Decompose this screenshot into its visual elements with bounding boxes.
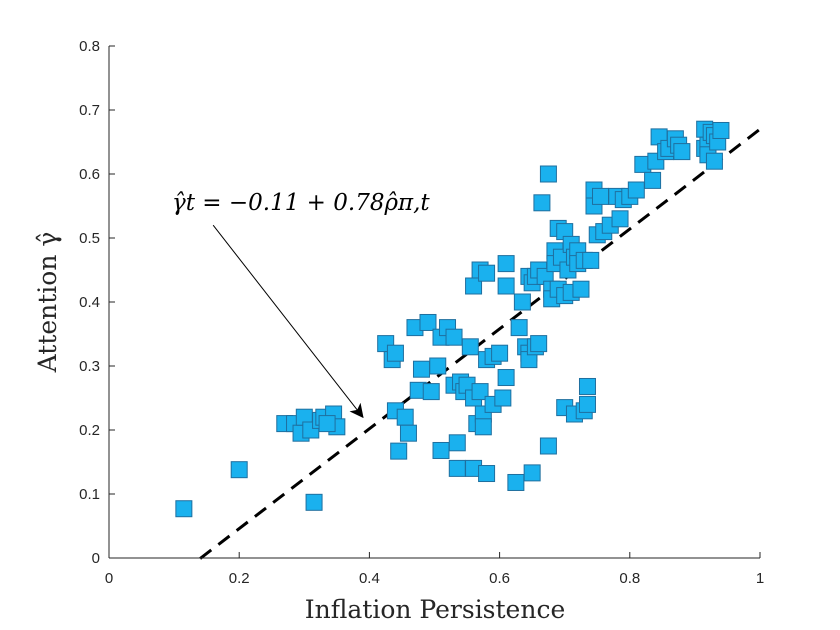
data-point xyxy=(494,389,512,407)
data-point xyxy=(429,357,447,375)
x-tick-label: 0.4 xyxy=(359,570,380,587)
data-point xyxy=(422,383,440,401)
y-tick-label: 0.4 xyxy=(79,294,100,311)
y-tick-label: 0.7 xyxy=(79,102,100,119)
data-point xyxy=(539,165,557,183)
data-point xyxy=(497,255,515,273)
annotation-arrow xyxy=(212,224,364,419)
data-point xyxy=(627,181,645,199)
data-point xyxy=(230,461,248,479)
data-point xyxy=(572,280,590,298)
data-point xyxy=(445,328,463,346)
data-point xyxy=(399,424,417,442)
data-point xyxy=(305,493,323,511)
data-point xyxy=(448,459,466,477)
data-point xyxy=(478,465,496,483)
data-point xyxy=(497,369,515,387)
y-tick-label: 0.2 xyxy=(79,422,100,439)
annotation-layer: γ̂t = −0.11 + 0.78ρ̂π,t xyxy=(172,190,430,419)
axes xyxy=(108,45,761,559)
data-point xyxy=(497,277,515,295)
data-point xyxy=(461,338,479,356)
data-point xyxy=(419,313,437,331)
data-point xyxy=(507,473,525,491)
x-axis-title: Inflation Persistence xyxy=(305,595,566,624)
data-point xyxy=(386,344,404,362)
data-point xyxy=(478,264,496,282)
y-tick-label: 0.8 xyxy=(79,38,100,55)
data-point xyxy=(491,344,509,362)
y-tick-label: 0.1 xyxy=(79,486,100,503)
data-point xyxy=(474,418,492,436)
data-point xyxy=(712,121,730,139)
x-tick-label: 1 xyxy=(756,570,764,587)
data-point xyxy=(390,442,408,460)
fit-line xyxy=(199,128,761,560)
y-tick-label: 0.5 xyxy=(79,230,100,247)
scatter-points xyxy=(175,120,730,518)
data-point xyxy=(539,437,557,455)
data-point xyxy=(611,210,629,228)
x-tick-label: 0.6 xyxy=(489,570,510,587)
data-point xyxy=(396,408,414,426)
data-point xyxy=(412,360,430,378)
data-point xyxy=(318,415,336,433)
data-point xyxy=(705,152,723,170)
y-tick-label: 0.6 xyxy=(79,166,100,183)
data-point xyxy=(471,383,489,401)
data-point xyxy=(578,395,596,413)
fit-line-layer xyxy=(199,128,761,560)
fit-equation-annotation: γ̂t = −0.11 + 0.78ρ̂π,t xyxy=(172,190,430,216)
data-point xyxy=(432,441,450,459)
data-point xyxy=(510,319,528,337)
y-tick-label: 0.3 xyxy=(79,358,100,375)
tick-labels: 0 0.2 0.4 0.6 0.8 1 0 0.1 0.2 0.3 0.4 0.5 0.6 0.7 0.8 xyxy=(79,38,764,587)
y-axis-title: Attention γ̂ xyxy=(33,232,62,374)
y-tick-label: 0 xyxy=(92,550,100,567)
data-point xyxy=(523,464,541,482)
data-point xyxy=(644,171,662,189)
data-point xyxy=(533,194,551,212)
data-point xyxy=(530,335,548,353)
data-point xyxy=(513,293,531,311)
x-tick-label: 0.2 xyxy=(229,570,250,587)
data-point xyxy=(448,434,466,452)
x-tick-label: 0.8 xyxy=(619,570,640,587)
data-point xyxy=(582,251,600,269)
data-point xyxy=(673,143,691,161)
x-tick-label: 0 xyxy=(105,570,113,587)
data-point xyxy=(175,500,193,518)
data-point xyxy=(578,377,596,395)
data-point xyxy=(592,187,610,205)
